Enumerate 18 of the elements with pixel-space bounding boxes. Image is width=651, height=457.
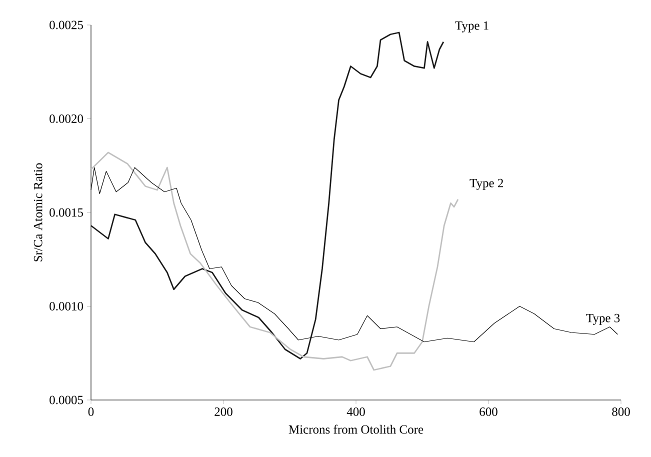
line-series: [90, 167, 618, 342]
series-label: Type 1: [455, 21, 488, 32]
series-label: Type 3: [586, 314, 620, 325]
y-tick-label: 0.0010: [50, 302, 84, 310]
x-axis-title: Microns from Otolith Core: [288, 424, 424, 434]
y-axis-title: Sr/Ca Atomic Ratio: [34, 163, 42, 262]
y-tick-label: 0.0020: [50, 114, 84, 123]
y-tick-label: 0.0025: [50, 20, 84, 30]
x-tick-label: 0: [88, 408, 94, 416]
x-tick-label: 800: [612, 408, 630, 416]
line-series: [90, 32, 444, 360]
y-tick-label: 0.0015: [50, 208, 84, 217]
x-tick-label: 400: [346, 408, 365, 416]
series-label: Type 2: [470, 178, 504, 190]
y-tick-label: 0.0005: [50, 396, 84, 404]
line-series: [90, 152, 459, 371]
x-tick-label: 600: [480, 408, 498, 416]
x-tick-label: 200: [214, 408, 232, 416]
